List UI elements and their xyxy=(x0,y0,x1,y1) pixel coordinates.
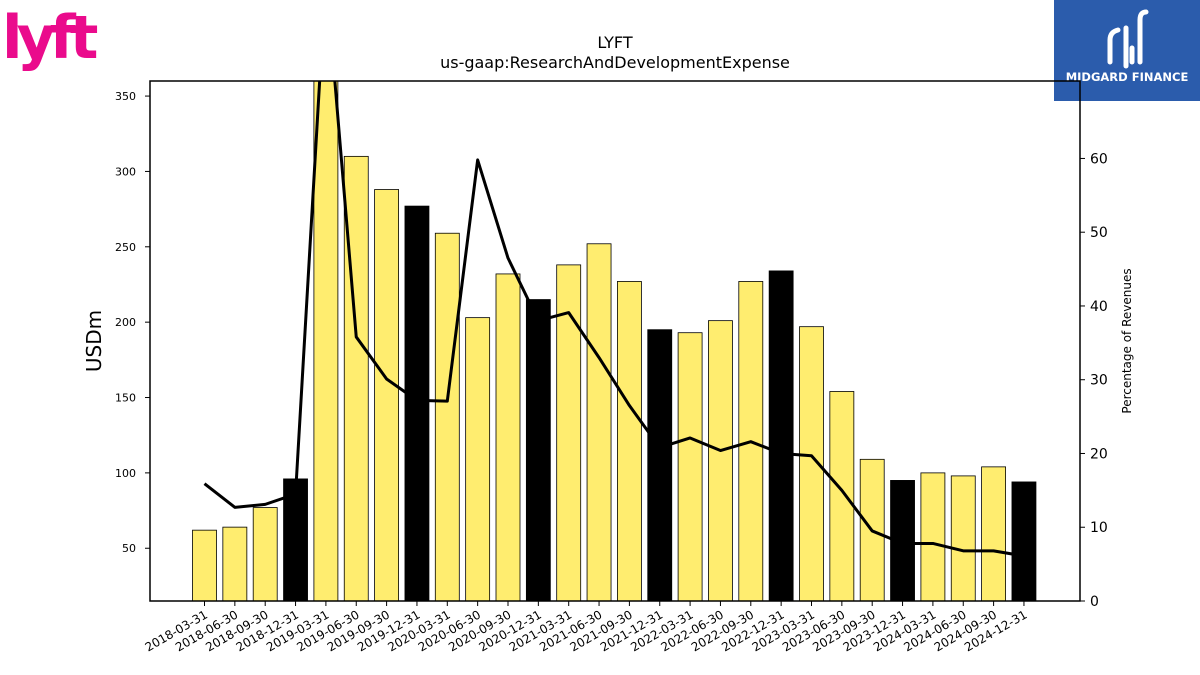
y-tick-label: 150 xyxy=(115,392,136,405)
bar-2021-03-31 xyxy=(556,264,582,601)
svg-text:lyft: lyft xyxy=(2,3,98,73)
chart-subtitle: us-gaap:ResearchAndDevelopmentExpense xyxy=(440,53,790,72)
bar-2020-03-31 xyxy=(434,232,460,601)
bar-2020-09-30 xyxy=(495,273,521,601)
bar-2024-03-31 xyxy=(920,472,946,601)
bar-2024-06-30 xyxy=(950,475,976,601)
midgard-finance-badge: MIDGARD FINANCE xyxy=(1054,0,1200,101)
lyft-logo: lyft xyxy=(2,3,104,73)
bar-2024-09-30 xyxy=(981,466,1006,601)
bar-2021-09-30 xyxy=(617,281,642,601)
midgard-mark-icon xyxy=(1107,9,1149,69)
bar-2018-06-30 xyxy=(222,526,248,601)
bar-series xyxy=(192,81,1037,601)
midgard-finance-label: MIDGARD FINANCE xyxy=(1066,70,1189,84)
y-tick-label: 300 xyxy=(115,165,136,178)
y-tick-label: 50 xyxy=(122,542,136,555)
bar-2019-09-30 xyxy=(374,189,400,601)
bar-2022-12-31 xyxy=(768,270,794,601)
bar-2020-06-30 xyxy=(465,317,491,601)
revenue-percentage-line xyxy=(203,81,1025,558)
y-right-tick-label: 20 xyxy=(1090,446,1108,462)
y-axis-right: 0 10 20 30 40 50 60 xyxy=(1080,151,1108,610)
bar-2021-12-31 xyxy=(647,329,673,601)
x-axis: 2018-03-312018-06-302018-09-302018-12-31… xyxy=(143,601,1029,654)
plot-frame xyxy=(149,80,1081,602)
y-tick-label: 350 xyxy=(115,90,136,103)
y-right-tick-label: 0 xyxy=(1090,594,1099,610)
bar-2018-12-31 xyxy=(283,478,308,601)
bar-2024-12-31 xyxy=(1011,481,1037,601)
bar-2023-06-30 xyxy=(829,391,855,601)
y-right-tick-label: 60 xyxy=(1090,151,1108,167)
y-right-tick-label: 10 xyxy=(1090,520,1108,536)
bar-2018-09-30 xyxy=(252,507,278,601)
y-axis-left: 50 100 150 200 250 300 350 xyxy=(115,90,150,555)
bar-2019-12-31 xyxy=(404,205,430,601)
bar-2021-06-30 xyxy=(586,243,612,601)
line-series xyxy=(203,81,1025,558)
bar-2018-03-31 xyxy=(192,529,217,601)
y-right-tick-label: 50 xyxy=(1090,225,1108,241)
y-right-tick-label: 30 xyxy=(1090,373,1108,389)
y-tick-label: 200 xyxy=(115,316,136,329)
bar-2020-12-31 xyxy=(525,299,551,601)
y-right-tick-label: 40 xyxy=(1090,299,1108,315)
chart-title: LYFT xyxy=(597,33,632,52)
y-tick-label: 250 xyxy=(115,241,136,254)
bar-2022-06-30 xyxy=(708,320,733,601)
bar-2019-03-31 xyxy=(313,81,339,601)
bar-2022-03-31 xyxy=(677,332,703,601)
y-axis-label: USDm xyxy=(82,310,106,372)
y-axis-right-label: Percentage of Revenues xyxy=(1120,268,1134,413)
y-tick-label: 100 xyxy=(115,467,136,480)
